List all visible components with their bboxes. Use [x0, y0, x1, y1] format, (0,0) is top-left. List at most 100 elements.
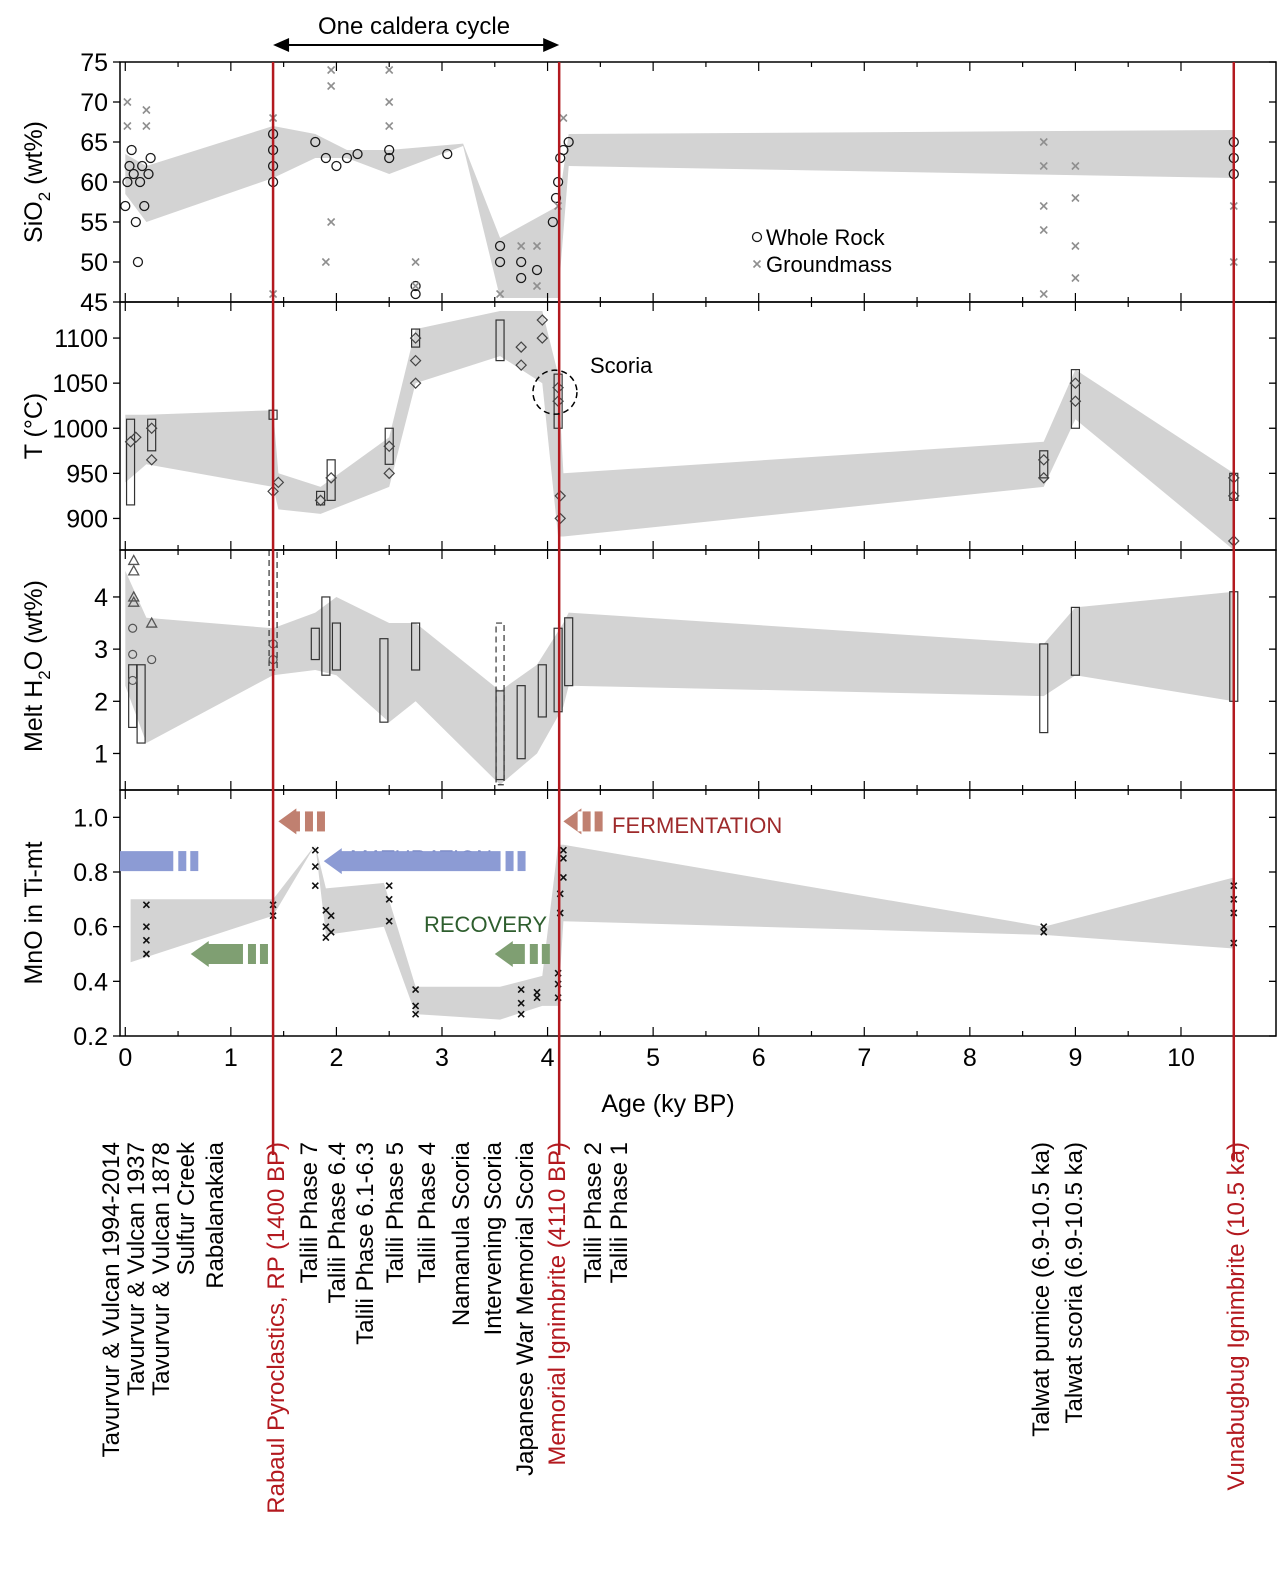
- whole-rock-point: [143, 168, 154, 180]
- groundmass-point: [123, 121, 132, 131]
- y-tick-label: 1000: [52, 415, 108, 443]
- eruption-unit-label: Talili Phase 2: [580, 1142, 607, 1283]
- frame-mno: [119, 789, 1277, 1037]
- whole-rock-point: [137, 160, 148, 172]
- water-range-box: [564, 617, 574, 687]
- groundmass-point: [1039, 137, 1048, 147]
- eruption-unit-label: Rabaul Pyroclastics, RP (1400 BP): [263, 1142, 290, 1514]
- water-triangle-point: [145, 616, 158, 628]
- band-mno: [130, 844, 1234, 1020]
- whole-rock-point: [352, 148, 363, 160]
- temperature-range-box: [326, 459, 336, 501]
- x-tick-label: 7: [857, 1044, 871, 1072]
- eruption-unit-label: Talili Phase 5: [382, 1142, 409, 1283]
- groundmass-point: [327, 65, 336, 75]
- y-tick-label: 75: [80, 49, 108, 77]
- phase-arrow-dash: [505, 851, 514, 872]
- temperature-point: [1037, 472, 1050, 484]
- temperature-point: [129, 431, 142, 444]
- cycle-arrow-head-left: [273, 38, 290, 52]
- y-label-sio2-main: SiO: [20, 201, 48, 243]
- eruption-unit-label: Talili Phase 6.1-6.3: [352, 1142, 379, 1345]
- phase-arrow-dash: [259, 944, 268, 964]
- whole-rock-point: [410, 280, 421, 292]
- eruption-unit-label: Vunabugbug Ignimbrite (10.5 ka): [1223, 1142, 1250, 1491]
- groundmass-point: [1071, 161, 1080, 171]
- x-tick-label: 8: [963, 1044, 977, 1072]
- whole-rock-point: [547, 216, 558, 228]
- eruption-unit-label: Talili Phase 6.4: [324, 1142, 351, 1303]
- whole-rock-point: [320, 152, 332, 164]
- water-circle-point: [128, 649, 138, 659]
- phase-arrow-dash: [594, 811, 603, 832]
- mno-point: [533, 988, 541, 996]
- phase-label-fermentation: FERMENTATION: [612, 813, 782, 838]
- x-tick-label: 10: [1167, 1044, 1195, 1072]
- water-range-box: [331, 622, 342, 671]
- eruption-unit-label: Talwat scoria (6.9-10.5 ka): [1061, 1142, 1088, 1423]
- temperature-point: [515, 341, 528, 353]
- water-circle-point: [128, 675, 138, 686]
- temperature-point: [515, 359, 528, 371]
- water-range-box: [310, 627, 320, 661]
- groundmass-point: [327, 81, 336, 91]
- water-range-box: [321, 596, 331, 676]
- whole-rock-point: [310, 136, 321, 148]
- y-tick-label: 1100: [54, 325, 108, 353]
- x-axis-label: Age (ky BP): [601, 1090, 734, 1118]
- frame-sio2: [119, 61, 1277, 303]
- groundmass-point: [1039, 289, 1048, 299]
- whole-rock-point: [331, 160, 342, 172]
- eruption-unit-label: Intervening Scoria: [480, 1141, 507, 1335]
- groundmass-point: [532, 281, 542, 291]
- legend-groundmass: Groundmass: [766, 252, 892, 277]
- y-label-sio2: SiO2 (wt%): [20, 121, 54, 243]
- water-range-box: [136, 664, 146, 744]
- phase-arrow-dash: [517, 851, 526, 872]
- whole-rock-point: [341, 152, 353, 164]
- whole-rock-point: [122, 176, 133, 188]
- temperature-point: [536, 314, 549, 326]
- whole-rock-point: [516, 256, 527, 268]
- y-tick-label: 60: [80, 169, 108, 197]
- temperature-point: [536, 332, 549, 344]
- mno-point: [322, 906, 330, 914]
- phase-label-recovery: RECOVERY: [424, 912, 547, 937]
- whole-rock-point: [120, 200, 131, 212]
- phase-arrow-recovery: [190, 941, 243, 967]
- eruption-unit-label: Tavurvur & Vulcan 1878: [148, 1142, 175, 1396]
- groundmass-point: [142, 121, 151, 131]
- mno-point: [559, 846, 567, 854]
- temperature-point: [145, 422, 158, 435]
- whole-rock-point: [516, 272, 527, 284]
- y-tick-label: 2: [94, 688, 108, 716]
- mno-point: [322, 923, 330, 931]
- axis-ticks: 4550556065707590095010001050110012340.20…: [52, 49, 1276, 1072]
- groundmass-point: [1039, 201, 1048, 211]
- phase-arrow-recovery: [494, 941, 525, 967]
- points-sio2: [120, 65, 1239, 300]
- mno-point: [517, 1010, 525, 1018]
- whole-rock-point: [130, 216, 141, 228]
- mno-point: [385, 895, 393, 903]
- caldera-event-lines: [271, 62, 1236, 1160]
- groundmass-point: [142, 105, 151, 115]
- groundmass-point: [1071, 241, 1080, 251]
- legend-groundmass-symbol: [752, 259, 762, 269]
- water-range-box: [516, 685, 526, 760]
- mno-point: [517, 985, 525, 994]
- mno-point: [142, 950, 150, 958]
- water-triangle-point: [127, 564, 140, 576]
- band-h2o: [125, 570, 1234, 785]
- mno-point: [1040, 928, 1048, 936]
- eruption-unit-label: Memorial Ignimbrite (4110 BP): [544, 1142, 571, 1466]
- mno-point: [327, 912, 335, 920]
- groundmass-point: [411, 281, 420, 291]
- top-annotation: One caldera cycle: [318, 13, 510, 40]
- eruption-unit-label: Talili Phase 1: [606, 1142, 633, 1283]
- mno-point: [327, 928, 335, 936]
- phase-arrow-dash: [247, 944, 256, 964]
- band-sio2: [125, 126, 1234, 298]
- x-tick-label: 9: [1068, 1044, 1082, 1072]
- y-tick-label: 3: [94, 636, 108, 664]
